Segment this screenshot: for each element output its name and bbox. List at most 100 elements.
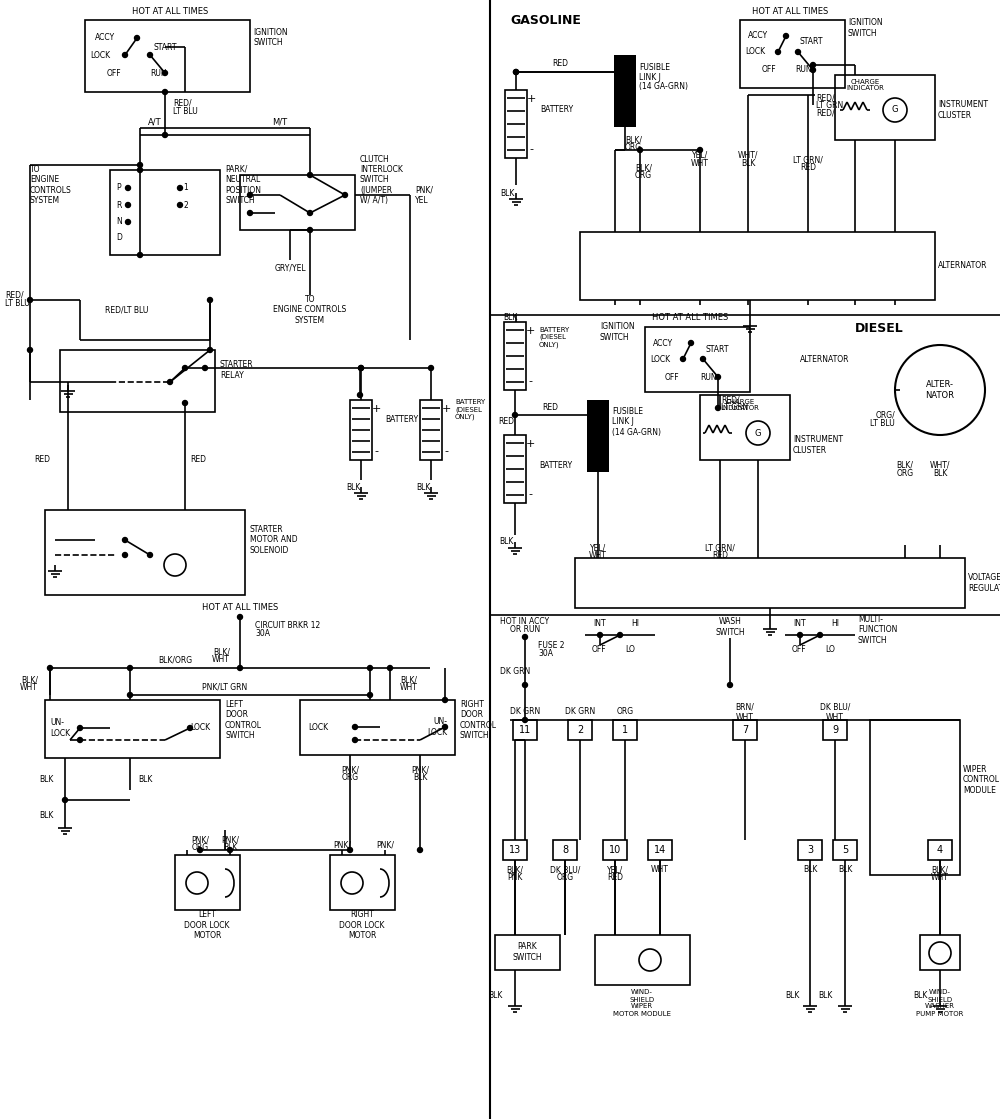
Circle shape: [352, 724, 358, 730]
Text: WIND-
SHIELD
WIPER
MOTOR MODULE: WIND- SHIELD WIPER MOTOR MODULE: [613, 989, 671, 1016]
Text: BLK: BLK: [499, 537, 513, 546]
Text: PNK/LT GRN: PNK/LT GRN: [202, 683, 248, 692]
Circle shape: [78, 737, 82, 743]
Circle shape: [796, 49, 800, 55]
Bar: [733, 720, 757, 740]
Text: ALTERNATOR: ALTERNATOR: [800, 356, 850, 365]
Bar: [240, 175, 355, 231]
Text: RUN: RUN: [795, 66, 812, 75]
Text: HOT AT ALL TIMES: HOT AT ALL TIMES: [752, 8, 828, 17]
Text: BLK/ORG: BLK/ORG: [158, 656, 192, 665]
Text: RED: RED: [552, 58, 568, 67]
Text: FUSIBLE: FUSIBLE: [612, 407, 643, 416]
Text: -: -: [528, 376, 532, 386]
Text: PNK/
YEL: PNK/ YEL: [415, 186, 433, 205]
Circle shape: [514, 69, 518, 75]
Text: PARK
SWITCH: PARK SWITCH: [512, 942, 542, 961]
Circle shape: [895, 345, 985, 435]
Text: BLK: BLK: [40, 810, 54, 819]
Text: BLK/: BLK/: [507, 865, 524, 875]
Text: RED: RED: [498, 417, 514, 426]
Circle shape: [308, 210, 312, 216]
Text: BLK/: BLK/: [400, 676, 417, 685]
Bar: [504, 435, 526, 504]
Text: HOT IN ACCY: HOT IN ACCY: [500, 618, 550, 627]
Text: START: START: [705, 345, 728, 354]
Bar: [833, 840, 857, 861]
Circle shape: [810, 63, 816, 67]
Text: YEL/: YEL/: [692, 150, 708, 160]
Text: WHT: WHT: [212, 656, 230, 665]
Text: DK BLU/: DK BLU/: [550, 865, 580, 875]
Text: HI: HI: [831, 619, 839, 628]
Text: BLK/: BLK/: [932, 865, 948, 875]
Text: LINK J: LINK J: [639, 73, 661, 82]
Text: 11: 11: [519, 725, 531, 735]
Circle shape: [126, 186, 130, 190]
Bar: [503, 840, 527, 861]
Bar: [648, 840, 672, 861]
Text: HI: HI: [631, 619, 639, 628]
Circle shape: [138, 253, 143, 257]
Bar: [45, 700, 220, 758]
Text: RED: RED: [190, 455, 206, 464]
Circle shape: [700, 357, 706, 361]
Text: 8: 8: [562, 845, 568, 855]
Bar: [835, 75, 935, 140]
Circle shape: [126, 219, 130, 225]
Circle shape: [522, 717, 528, 723]
Text: DK GRN: DK GRN: [565, 707, 595, 716]
Text: BLK/: BLK/: [21, 676, 38, 685]
Bar: [45, 510, 245, 595]
Text: RUN: RUN: [150, 68, 167, 77]
Text: GASOLINE: GASOLINE: [510, 13, 581, 27]
Text: M: M: [645, 955, 655, 965]
Text: LT GRN/: LT GRN/: [793, 156, 823, 164]
Text: +: +: [526, 94, 536, 104]
Text: LEFT
DOOR
CONTROL
SWITCH: LEFT DOOR CONTROL SWITCH: [225, 699, 262, 740]
Text: RIGHT
DOOR LOCK
MOTOR: RIGHT DOOR LOCK MOTOR: [339, 910, 385, 940]
Circle shape: [883, 98, 907, 122]
Circle shape: [128, 666, 132, 670]
Bar: [330, 855, 395, 910]
Text: STARTER
MOTOR AND
SOLENOID: STARTER MOTOR AND SOLENOID: [250, 525, 298, 555]
Text: CHARGE
INDICATOR: CHARGE INDICATOR: [846, 78, 884, 92]
Text: RED: RED: [607, 874, 623, 883]
Text: PNK/: PNK/: [333, 840, 351, 849]
Text: START: START: [153, 43, 176, 51]
Circle shape: [134, 36, 140, 40]
Text: ACCY: ACCY: [95, 34, 115, 43]
Circle shape: [929, 942, 951, 963]
Bar: [300, 700, 455, 755]
Text: BLK: BLK: [416, 482, 430, 491]
Text: MULTI-
FUNCTION
SWITCH: MULTI- FUNCTION SWITCH: [858, 615, 897, 645]
Text: OFF: OFF: [792, 646, 807, 655]
Bar: [553, 840, 577, 861]
Text: YEL/: YEL/: [590, 544, 606, 553]
Text: LOCK: LOCK: [190, 724, 210, 733]
Circle shape: [182, 366, 188, 370]
Text: BLK: BLK: [914, 990, 928, 999]
Text: 30A: 30A: [538, 649, 553, 658]
Text: RED/: RED/: [816, 109, 835, 117]
Text: WHT: WHT: [691, 159, 709, 168]
Circle shape: [28, 348, 32, 352]
Circle shape: [688, 340, 694, 346]
Circle shape: [228, 847, 232, 853]
Text: R: R: [116, 200, 121, 209]
Circle shape: [138, 162, 143, 168]
Text: +: +: [525, 439, 535, 449]
Text: HOT AT ALL TIMES: HOT AT ALL TIMES: [202, 603, 278, 612]
Text: 13: 13: [509, 845, 521, 855]
Text: P: P: [116, 184, 121, 192]
Text: INT: INT: [794, 619, 806, 628]
Text: FUSE 2: FUSE 2: [538, 640, 564, 649]
Bar: [504, 322, 526, 391]
Text: -: -: [444, 446, 448, 457]
Text: RUN: RUN: [700, 373, 717, 382]
Circle shape: [598, 632, 602, 638]
Circle shape: [138, 168, 143, 172]
Text: M: M: [170, 560, 180, 570]
Text: LT GRN: LT GRN: [721, 404, 748, 413]
Circle shape: [618, 632, 622, 638]
